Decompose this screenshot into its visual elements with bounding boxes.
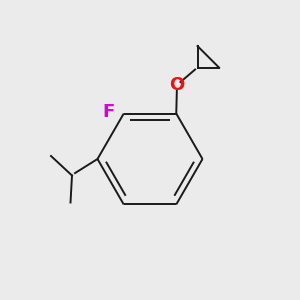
Text: F: F bbox=[102, 103, 114, 121]
Text: O: O bbox=[169, 76, 184, 94]
